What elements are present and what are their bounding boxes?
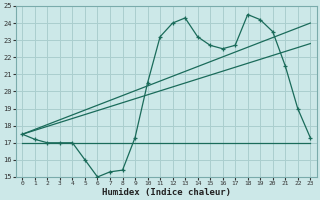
X-axis label: Humidex (Indice chaleur): Humidex (Indice chaleur) (102, 188, 231, 197)
